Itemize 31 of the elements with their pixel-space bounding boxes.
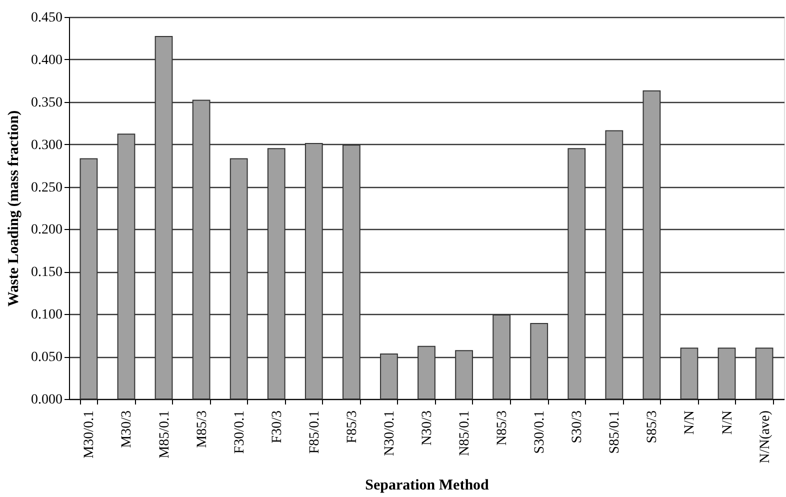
y-tick-label: 0.100 <box>31 308 62 323</box>
x-tick-label: S85/0.1 <box>608 410 623 454</box>
y-tick-label: 0.400 <box>31 52 62 68</box>
x-tick-label: F85/3 <box>344 410 360 444</box>
x-tick-label: M30/3 <box>120 410 135 448</box>
x-tick-label: S30/3 <box>570 410 586 444</box>
y-axis-title: Waste Loading (mass fraction) <box>6 110 22 307</box>
x-tick-label: S30/0.1 <box>532 410 548 454</box>
x-tick-label: N/N <box>720 410 736 435</box>
y-tick-label: 0.450 <box>31 10 62 26</box>
y-tick-label: 0.250 <box>31 180 62 196</box>
x-tick-label: F30/3 <box>270 410 285 444</box>
y-tick-label: 0.300 <box>31 138 62 153</box>
x-tick-label: F85/0.1 <box>307 410 322 454</box>
y-tick-label: 0.150 <box>31 265 62 280</box>
y-tick-label: 0.350 <box>31 95 62 110</box>
x-tick-label: N85/3 <box>495 410 510 446</box>
y-tick-label: 0.000 <box>31 392 62 408</box>
x-tick-label: N/N <box>682 410 698 435</box>
y-tick-label: 0.050 <box>31 350 62 366</box>
y-tick-label: 0.200 <box>31 222 62 238</box>
x-tick-label: S85/3 <box>645 410 660 444</box>
x-tick-label: M30/0.1 <box>82 410 98 458</box>
x-axis-title: Separation Method <box>365 477 490 494</box>
x-tick-label: M85/0.1 <box>157 410 172 458</box>
x-tick-label: N85/0.1 <box>458 410 473 456</box>
x-tick-label: N30/3 <box>420 410 435 446</box>
x-tick-label: N/N(ave) <box>758 410 773 464</box>
x-tick-label: F30/0.1 <box>232 410 248 454</box>
x-tick-label: M85/3 <box>194 410 210 448</box>
x-tick-label: N30/0.1 <box>382 410 398 456</box>
